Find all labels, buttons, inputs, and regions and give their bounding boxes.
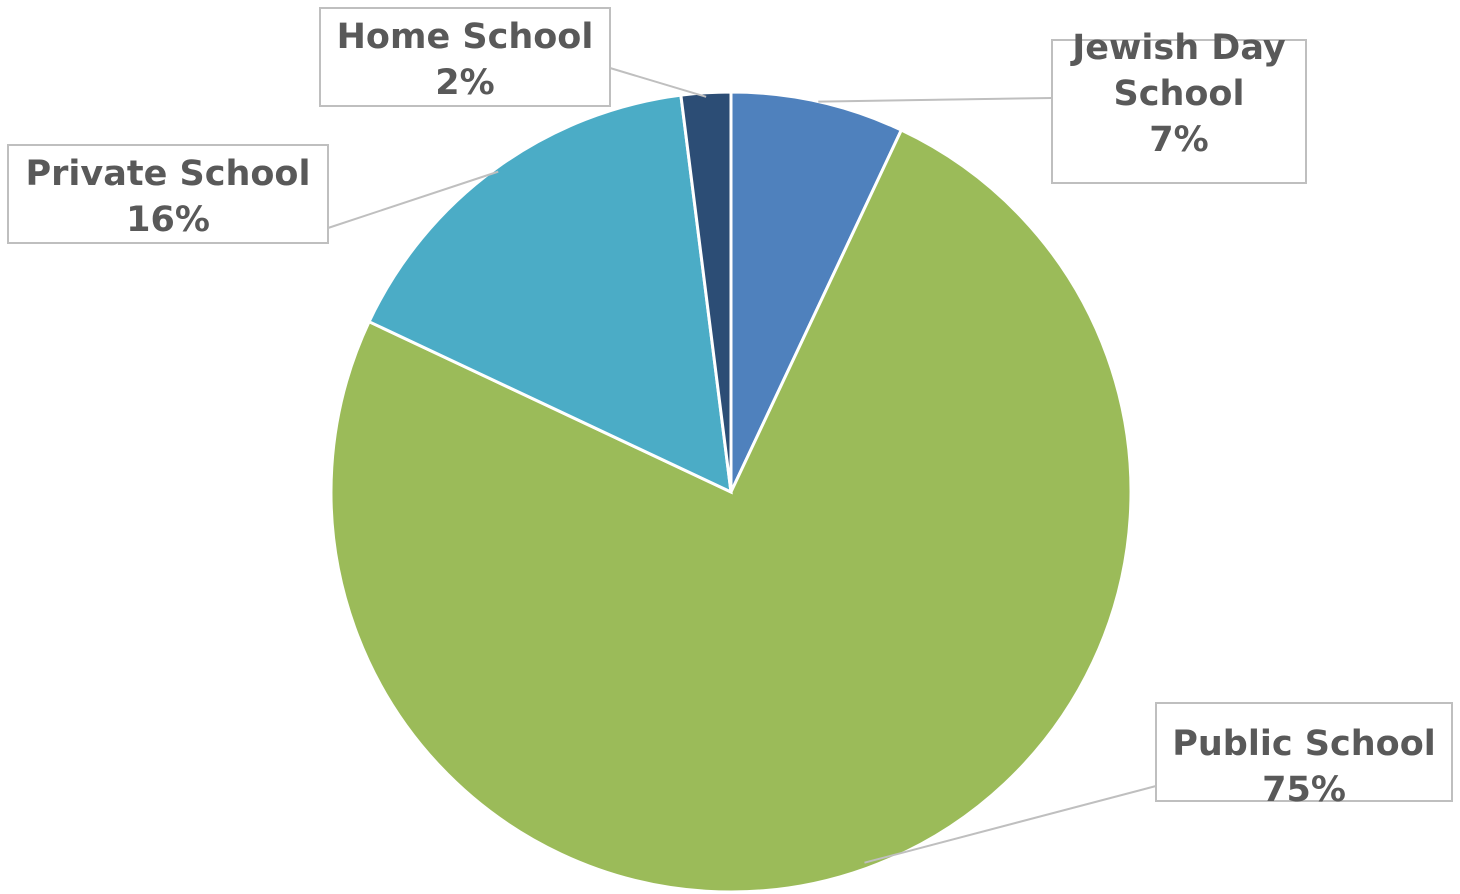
- data-labels: Jewish Day School 7% Public School 75% Privat…: [7, 7, 1453, 810]
- data-label: Home School 2%: [337, 17, 594, 103]
- data-label-category: Jewish Day: [1070, 28, 1286, 68]
- data-label: Public School 75%: [1172, 724, 1436, 810]
- data-label-box: [1155, 702, 1453, 802]
- data-label: Jewish Day School 7%: [1070, 28, 1286, 160]
- data-label-box: [1051, 39, 1307, 184]
- data-label: Private School 16%: [26, 154, 311, 240]
- leader-line: [818, 97, 1053, 103]
- data-label-box: [7, 144, 329, 244]
- leader-lines: [327, 67, 1157, 864]
- pie-slice-jewish-day-school: [729, 90, 904, 493]
- data-label-category: Private School: [26, 154, 311, 194]
- data-label-value: 7%: [1149, 120, 1208, 160]
- data-label-category: Home School: [337, 17, 594, 57]
- pie-slice-home-school: [679, 90, 733, 493]
- data-label-category: School: [1114, 74, 1245, 114]
- pie-slices: [329, 90, 1133, 894]
- data-label-value: 16%: [126, 200, 210, 240]
- data-label-category: Public School: [1172, 724, 1436, 764]
- data-label-box: [319, 7, 611, 107]
- pie-slice-public-school: [329, 128, 1133, 894]
- leader-line: [327, 170, 499, 229]
- pie-slice-private-school: [367, 93, 733, 495]
- leader-line: [864, 785, 1157, 864]
- leader-line: [609, 67, 707, 98]
- data-label-value: 2%: [435, 63, 494, 103]
- data-label-value: 75%: [1262, 770, 1346, 810]
